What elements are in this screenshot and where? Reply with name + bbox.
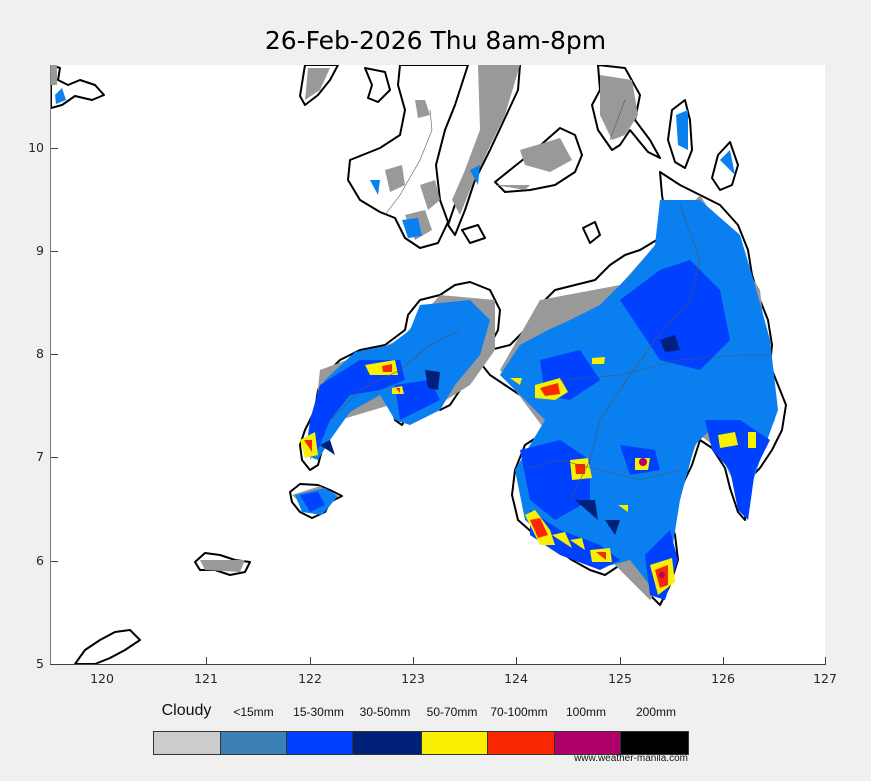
y-tick [51, 354, 58, 355]
x-tick [620, 657, 621, 664]
legend-colorbar [153, 731, 689, 755]
source-credit: www.weather-manila.com [574, 753, 688, 764]
legend-swatch-100 [555, 732, 621, 754]
landmass-camiguin [582, 221, 601, 244]
legend-label-lt15: <15mm [233, 705, 274, 719]
x-tick-label: 124 [504, 671, 528, 686]
x-tick-label: 122 [298, 671, 322, 686]
chart-title: 26-Feb-2026 Thu 8am-8pm [264, 26, 607, 55]
legend-swatch-50-70 [422, 732, 488, 754]
legend-label-200: 200mm [635, 705, 676, 719]
x-tick [310, 657, 311, 664]
y-tick [51, 148, 58, 149]
landmass-siquijor [461, 224, 486, 244]
legend-label-15-30: 15-30mm [293, 705, 344, 719]
x-tick-label: 121 [194, 671, 218, 686]
legend-swatch-70-100 [488, 732, 555, 754]
rainfall-map [51, 65, 787, 664]
x-axis-line [50, 664, 826, 665]
legend-label-50-70: 50-70mm [426, 705, 478, 719]
legend-label-30-50: 30-50mm [359, 705, 411, 719]
legend-swatch-30-50 [353, 732, 422, 754]
x-tick [413, 657, 414, 664]
y-axis-line [50, 65, 51, 665]
x-tick [723, 657, 724, 664]
landmass-negros [347, 65, 469, 249]
y-tick [51, 561, 58, 562]
x-tick [516, 657, 517, 664]
landmass-guimaras [364, 67, 391, 103]
y-tick-label: 8 [36, 346, 44, 361]
x-tick-label: 120 [90, 671, 114, 686]
y-tick-label: 6 [36, 553, 44, 568]
y-tick-label: 9 [36, 243, 44, 258]
y-tick [51, 251, 58, 252]
legend-swatch-15-30 [287, 732, 353, 754]
legend-label-cloudy: Cloudy [161, 702, 212, 719]
legend-label-70-100: 70-100mm [490, 705, 548, 719]
legend-swatch-lt15 [221, 732, 287, 754]
x-tick-label: 127 [813, 671, 837, 686]
x-tick [825, 657, 826, 664]
map-plot-area [51, 65, 825, 664]
x-tick-label: 125 [608, 671, 632, 686]
rain-100-layer [639, 458, 665, 578]
y-tick-label: 7 [36, 449, 44, 464]
x-tick-label: 126 [711, 671, 735, 686]
legend-swatch-cloudy [154, 732, 221, 754]
landmass-siargao [711, 141, 739, 191]
province-boundaries [329, 99, 770, 501]
y-tick [51, 457, 58, 458]
y-tick-label: 10 [28, 140, 44, 155]
x-tick [206, 657, 207, 664]
landmass-tawi [74, 629, 141, 664]
x-tick-label: 123 [401, 671, 425, 686]
legend-label-100: 100mm [565, 705, 606, 719]
y-tick-label: 5 [36, 656, 44, 671]
legend-swatch-200 [621, 732, 688, 754]
rain-70-100-layer [304, 364, 668, 588]
